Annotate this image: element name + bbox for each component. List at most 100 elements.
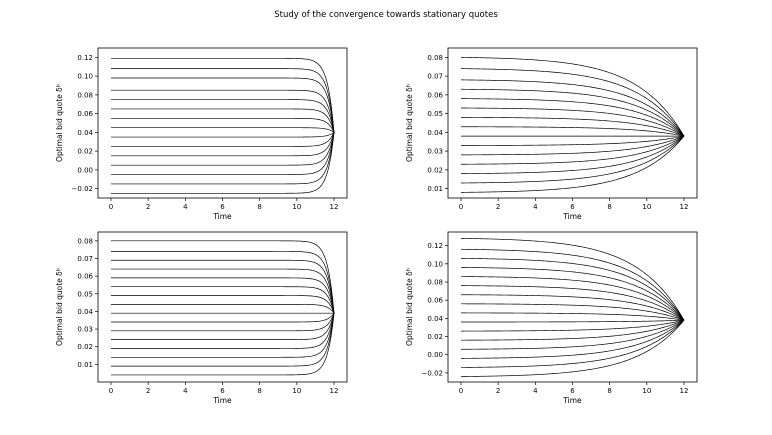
y-tick-label: 0.02 xyxy=(427,333,443,341)
x-tick-label: 8 xyxy=(607,203,611,211)
panel-top-left: 0 2 4 6 8 10 12 −0.02 0.00 0.02 0.04 0.06 0.08 0.10 0.… xyxy=(55,47,348,221)
series-line xyxy=(111,132,335,185)
x-tick-label: 2 xyxy=(146,203,150,211)
series-line xyxy=(461,319,685,332)
series-line xyxy=(461,294,685,321)
x-tick-label: 6 xyxy=(570,203,575,211)
series-line xyxy=(461,135,685,174)
series-line xyxy=(111,68,335,133)
x-tick-label: 4 xyxy=(533,387,538,395)
series-line xyxy=(461,135,685,184)
x-tick-label: 0 xyxy=(109,387,113,395)
x-axis-label: Time xyxy=(212,212,232,221)
series-line xyxy=(461,126,685,137)
series-line xyxy=(461,57,685,137)
x-tick-label: 2 xyxy=(496,387,500,395)
y-tick-label: 0.08 xyxy=(77,237,93,245)
series-line xyxy=(461,267,685,321)
series-line xyxy=(111,132,335,194)
x-tick-label: 6 xyxy=(570,387,575,395)
plot-frame xyxy=(97,47,348,199)
series-line xyxy=(111,259,335,314)
series-line xyxy=(461,319,685,323)
series-line xyxy=(461,135,685,193)
x-axis-label: Time xyxy=(212,396,232,405)
series-line xyxy=(111,313,335,332)
x-tick-label: 10 xyxy=(292,203,301,211)
series-line xyxy=(461,319,685,359)
x-tick-label: 12 xyxy=(680,203,689,211)
y-tick-label: 0.06 xyxy=(427,91,443,99)
y-tick-label: 0.02 xyxy=(77,343,93,351)
y-axis-label: Optimal bid quote δᵇ xyxy=(405,268,414,346)
series-line xyxy=(111,313,335,367)
series-line xyxy=(111,99,335,133)
x-tick-label: 12 xyxy=(330,203,339,211)
figure-title: Study of the convergence towards station… xyxy=(274,10,498,20)
y-tick-label: 0.06 xyxy=(427,297,443,305)
x-tick-label: 8 xyxy=(257,387,261,395)
plot-frame xyxy=(97,231,348,383)
y-tick-label: 0.04 xyxy=(427,129,443,137)
series-line xyxy=(111,286,335,314)
series-line xyxy=(461,276,685,321)
y-tick-label: 0.08 xyxy=(77,91,93,99)
panel-bottom-right: 0 2 4 6 8 10 12 −0.02 0.00 0.02 0.04 0.06 0.08 0.10 0.… xyxy=(405,231,698,405)
series-line xyxy=(111,313,335,349)
series-line xyxy=(111,132,335,147)
series-line xyxy=(461,319,685,377)
y-tick-label: 0.08 xyxy=(427,54,443,62)
series-line xyxy=(111,313,335,358)
y-tick-label: 0.03 xyxy=(427,148,443,156)
y-tick-label: 0.03 xyxy=(77,326,93,334)
series-line xyxy=(111,312,335,323)
y-tick-label: 0.06 xyxy=(77,273,93,281)
series-line xyxy=(461,107,685,137)
y-tick-label: 0.02 xyxy=(427,166,443,174)
series-line xyxy=(461,285,685,321)
series-line xyxy=(111,313,335,376)
y-tick-label: 0.01 xyxy=(427,185,443,193)
x-tick-label: 0 xyxy=(459,203,463,211)
series-line xyxy=(461,98,685,137)
x-axis-label: Time xyxy=(562,396,582,405)
y-tick-label: 0.05 xyxy=(77,290,93,298)
y-tick-label: 0.00 xyxy=(77,166,93,174)
series-line xyxy=(461,312,685,321)
y-tick-label: 0.07 xyxy=(427,73,443,81)
series-line xyxy=(461,135,685,156)
panel-bottom-left: 0 2 4 6 8 10 12 0.01 0.02 0.03 0.04 0.05 0.06 0.07 0.0… xyxy=(55,231,348,405)
x-tick-label: 12 xyxy=(680,387,689,395)
series-line xyxy=(461,238,685,321)
y-axis-label: Optimal bid quote δᵇ xyxy=(405,84,414,162)
series-line xyxy=(461,248,685,321)
y-tick-label: −0.02 xyxy=(422,369,443,377)
series-line xyxy=(111,132,335,166)
y-tick-label: 0.06 xyxy=(77,110,93,118)
y-tick-label: 0.00 xyxy=(427,351,443,359)
series-line xyxy=(111,295,335,314)
plot-frame xyxy=(447,47,698,199)
y-tick-label: 0.10 xyxy=(427,260,443,268)
series-line xyxy=(111,132,335,157)
series-line xyxy=(461,117,685,137)
series-line xyxy=(111,132,335,175)
x-tick-label: 4 xyxy=(533,203,538,211)
y-axis-label: Optimal bid quote δᵇ xyxy=(55,84,64,162)
series-line xyxy=(111,277,335,314)
series-line xyxy=(111,304,335,314)
series-line xyxy=(111,240,335,314)
series-line xyxy=(461,319,685,350)
y-tick-label: 0.12 xyxy=(427,242,443,250)
series-line xyxy=(111,251,335,314)
series-line xyxy=(461,135,685,146)
x-tick-label: 6 xyxy=(220,387,225,395)
x-tick-label: 4 xyxy=(183,203,188,211)
series-line xyxy=(461,303,685,321)
x-tick-label: 4 xyxy=(183,387,188,395)
series-line xyxy=(111,127,335,133)
x-tick-label: 10 xyxy=(642,387,651,395)
series-line xyxy=(461,319,685,341)
y-tick-label: 0.12 xyxy=(77,54,93,62)
